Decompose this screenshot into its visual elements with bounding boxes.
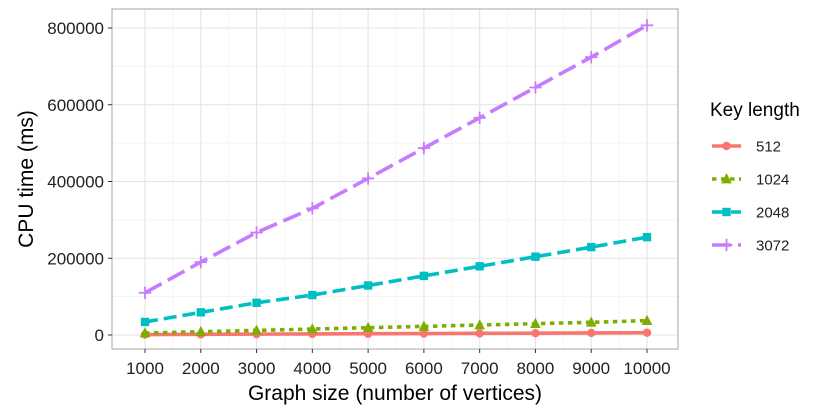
- data-point: [722, 207, 731, 217]
- x-tick-label: 6000: [405, 359, 443, 378]
- x-tick-label: 3000: [238, 359, 276, 378]
- data-point: [473, 111, 486, 124]
- legend-item-512: 512: [712, 139, 781, 156]
- x-tick-label: 4000: [293, 359, 331, 378]
- data-point: [642, 328, 652, 337]
- y-tick-label: 200000: [47, 249, 104, 268]
- series-3072: [138, 19, 654, 299]
- data-point: [194, 255, 207, 269]
- data-point: [250, 226, 263, 239]
- series-line: [144, 23, 648, 295]
- data-point: [419, 271, 429, 281]
- data-point: [362, 321, 374, 333]
- data-point: [252, 298, 261, 307]
- data-point: [474, 319, 485, 330]
- data-point: [585, 316, 597, 327]
- data-point: [138, 286, 152, 299]
- plot-panel-border: [111, 8, 679, 350]
- data-point: [308, 290, 317, 300]
- series-line: [144, 318, 648, 335]
- x-axis-title: Graph size (number of vertices): [248, 382, 542, 405]
- data-point: [307, 323, 318, 334]
- data-point: [529, 81, 542, 94]
- x-tick-label: 5000: [349, 359, 387, 378]
- data-point: [418, 320, 430, 331]
- data-point: [475, 262, 484, 271]
- plot-panel: [112, 9, 678, 349]
- x-tick-label: 10000: [623, 359, 670, 378]
- y-tick-label: 800000: [47, 19, 104, 38]
- data-point: [530, 317, 541, 329]
- data-point: [587, 242, 596, 252]
- data-point: [585, 50, 598, 64]
- data-point: [475, 329, 484, 338]
- data-point: [722, 141, 731, 151]
- series-1024: [139, 314, 653, 338]
- data-point: [531, 328, 540, 338]
- series-line: [144, 330, 648, 337]
- legend-title: Key length: [710, 100, 800, 121]
- x-tick-label: 8000: [517, 359, 555, 378]
- x-tick-label: 2000: [182, 359, 220, 378]
- data-point: [642, 232, 652, 242]
- data-point: [306, 202, 319, 215]
- data-point: [361, 172, 375, 185]
- legend-label: 1024: [756, 172, 789, 189]
- data-point: [417, 141, 431, 155]
- data-point: [641, 314, 653, 325]
- series-2048: [140, 232, 652, 327]
- data-point: [195, 325, 207, 337]
- axes: 1000 2000 3000 4000 5000 6000 7000 8000 9000 1000…: [47, 19, 670, 378]
- y-tick-label: 0: [95, 326, 104, 345]
- legend-item-3072: 3072: [712, 238, 789, 255]
- data-point: [251, 324, 262, 335]
- data-point: [640, 19, 654, 32]
- y-tick-label: 600000: [47, 96, 104, 115]
- data-point: [531, 252, 540, 261]
- legend-label: 3072: [756, 238, 789, 255]
- y-axis-title: CPU time (ms): [15, 110, 38, 248]
- x-tick-label: 7000: [461, 359, 499, 378]
- data-point: [140, 317, 150, 327]
- data-point: [721, 173, 732, 184]
- y-tick-label: 400000: [47, 173, 104, 192]
- series-line: [144, 235, 648, 324]
- series: [138, 19, 654, 339]
- legend-item-2048: 2048: [712, 205, 789, 222]
- data-point: [363, 281, 373, 290]
- grid: [112, 9, 678, 349]
- data-point: [139, 327, 151, 338]
- data-point: [419, 329, 429, 338]
- legend-label: 512: [756, 139, 781, 156]
- x-tick-label: 1000: [126, 359, 164, 378]
- data-point: [720, 238, 733, 252]
- legend: Key length 512 1024 2048 3072: [710, 100, 800, 255]
- legend-label: 2048: [756, 205, 789, 222]
- legend-item-1024: 1024: [712, 172, 789, 189]
- data-point: [587, 328, 596, 338]
- x-tick-label: 9000: [572, 359, 610, 378]
- data-point: [196, 308, 205, 317]
